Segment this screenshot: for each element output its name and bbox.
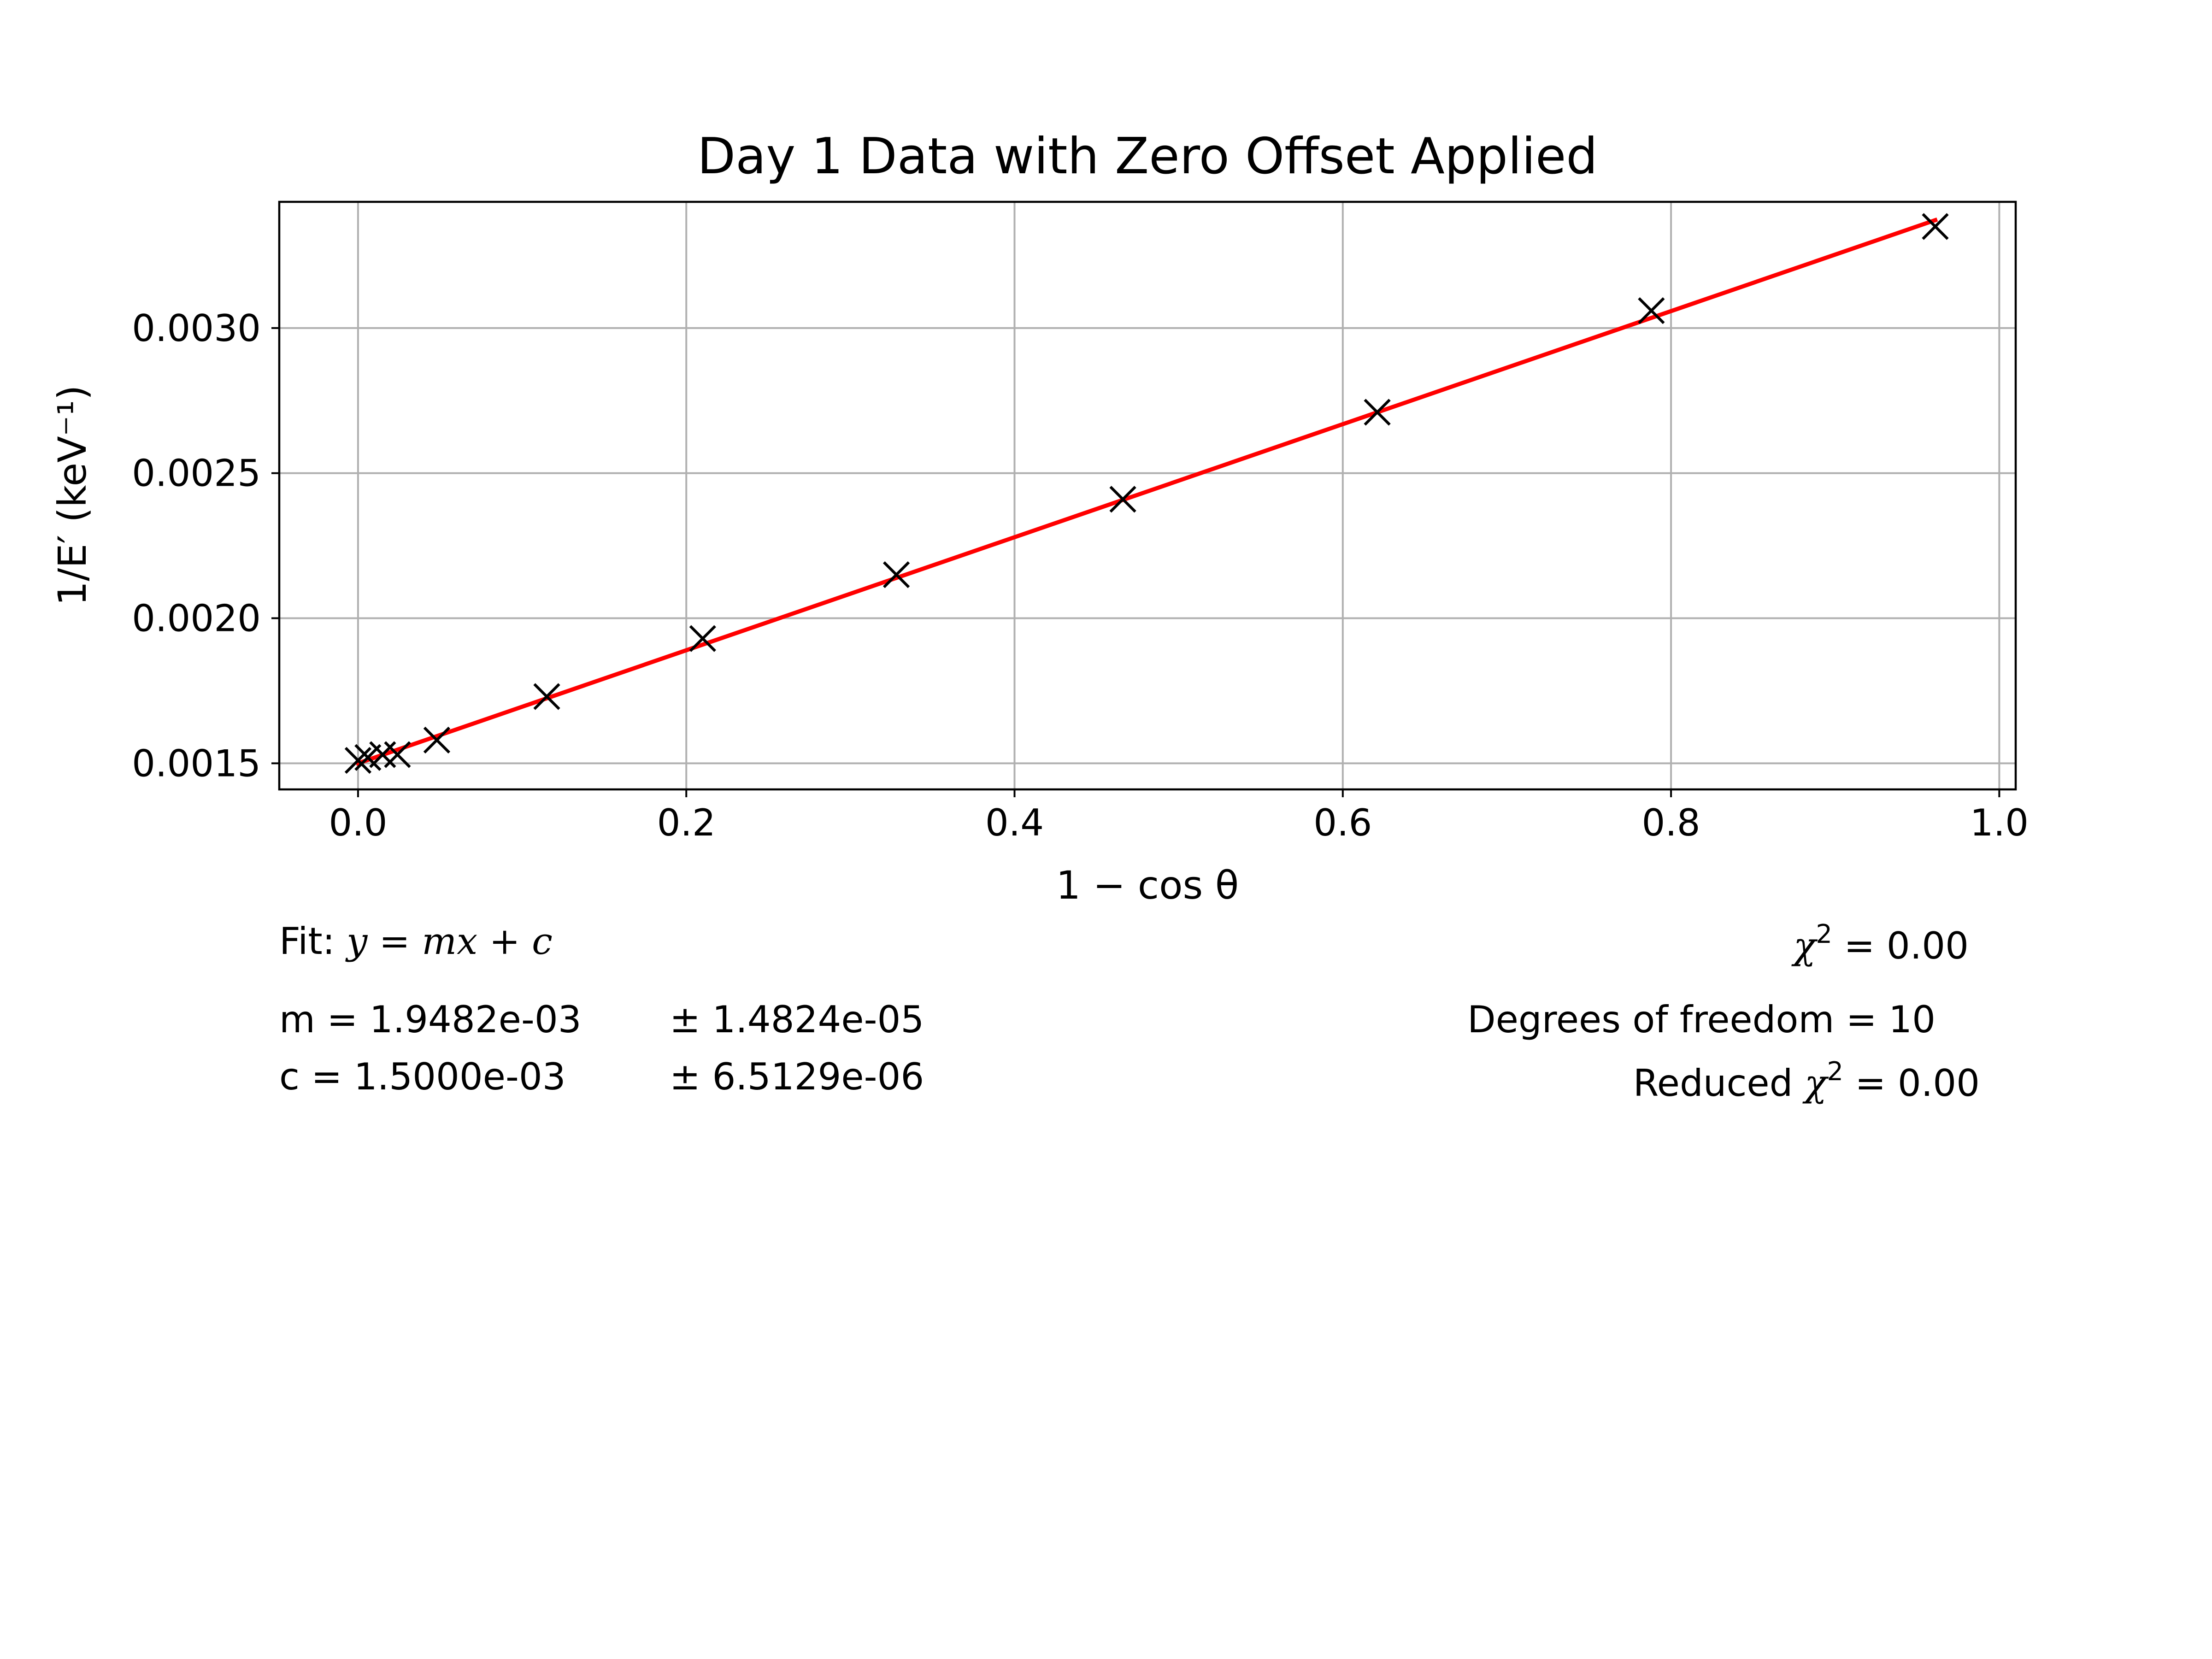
y-tick-label: 0.0030 — [132, 307, 261, 350]
x-tick-label: 0.0 — [329, 801, 387, 844]
intercept-error: ± 6.5129e-06 — [670, 1055, 924, 1098]
fit-line — [355, 217, 1938, 766]
data-point-marker — [533, 683, 560, 710]
fit-equation-text: Fit: y = mx + c — [279, 920, 553, 963]
x-tick-label: 0.8 — [1641, 801, 1700, 844]
y-axis-label: 1/E′ (keV⁻¹) — [50, 385, 95, 606]
intercept-value: c = 1.5000e-03 — [279, 1055, 566, 1098]
y-tick-label: 0.0015 — [132, 742, 261, 785]
chi-squared-text: χ2 = 0.00 — [1791, 919, 1969, 967]
data-point-marker — [1922, 213, 1949, 240]
grid-lines — [279, 202, 2016, 789]
reduced-chi-value: = 0.00 — [1843, 1062, 1980, 1105]
chi-superscript: 2 — [1816, 919, 1832, 949]
fit-equation: y = mx + c — [345, 920, 553, 963]
data-point-marker — [882, 561, 910, 588]
data-point-marker — [1364, 399, 1391, 426]
x-tick-label: 0.4 — [985, 801, 1044, 844]
x-tick-label: 0.6 — [1313, 801, 1372, 844]
fit-prefix: Fit: — [279, 920, 347, 963]
plot-frame — [278, 200, 2017, 791]
x-tick-label: 0.2 — [657, 801, 716, 844]
reduced-prefix: Reduced — [1633, 1062, 1805, 1105]
data-point-marker — [1638, 297, 1665, 324]
x-tick-label: 1.0 — [1970, 801, 2029, 844]
data-point-marker — [1109, 486, 1136, 513]
axis-ticks: 0.0 0.2 0.4 0.6 0.8 1.0 0.0015 0.0020 0.0025 0.00… — [132, 307, 2029, 844]
slope-error: ± 1.4824e-05 — [670, 998, 924, 1041]
fit-line-layer — [355, 217, 1938, 766]
data-point-marker — [384, 741, 411, 768]
degrees-of-freedom: Degrees of freedom = 10 — [1467, 998, 1936, 1041]
slope-value: m = 1.9482e-03 — [279, 998, 582, 1041]
x-axis-label: 1 − cos θ — [1056, 863, 1239, 908]
data-point-marker — [423, 726, 451, 754]
reduced-chi-superscript: 2 — [1827, 1057, 1843, 1087]
chi-value: = 0.00 — [1832, 924, 1969, 967]
chi-symbol: χ — [1791, 924, 1818, 967]
data-points — [344, 213, 1949, 774]
reduced-chi-symbol: χ — [1802, 1062, 1829, 1105]
y-tick-label: 0.0020 — [132, 597, 261, 640]
data-point-marker — [689, 625, 716, 652]
reduced-chi-squared-text: Reduced χ2 = 0.00 — [1633, 1057, 1980, 1105]
chart-title: Day 1 Data with Zero Offset Applied — [697, 128, 1598, 185]
y-tick-label: 0.0025 — [132, 452, 261, 495]
data-point-marker — [344, 747, 372, 774]
